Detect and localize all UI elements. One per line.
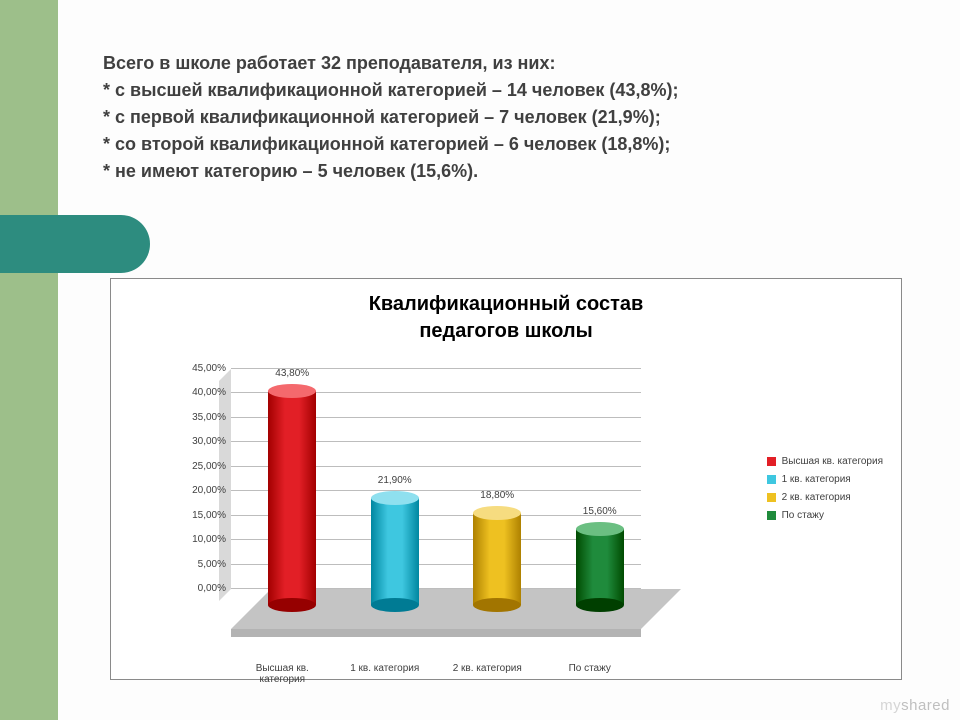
legend-item: Высшая кв. категория	[767, 456, 883, 467]
bar-top	[576, 522, 624, 536]
legend-item: 2 кв. категория	[767, 492, 883, 503]
y-tick-label: 10,00%	[171, 534, 226, 545]
chart-title-line1: Квалификационный состав	[369, 293, 644, 315]
chart-title: Квалификационный состав педагогов школы	[111, 291, 901, 345]
x-category-label: 2 кв. категория	[437, 663, 537, 674]
header-line-4: * со второй квалификационной категорией …	[103, 131, 863, 158]
bar-body	[268, 391, 316, 605]
y-tick-label: 30,00%	[171, 436, 226, 447]
bar-value-label: 15,60%	[560, 506, 640, 517]
legend-label: По стажу	[782, 510, 824, 521]
watermark: myshared	[880, 697, 950, 714]
legend-swatch	[767, 493, 776, 502]
y-tick-label: 35,00%	[171, 412, 226, 423]
y-tick-label: 25,00%	[171, 461, 226, 472]
y-tick-label: 45,00%	[171, 363, 226, 374]
header-line-1: Всего в школе работает 32 преподавателя,…	[103, 50, 863, 77]
bar-value-label: 21,90%	[355, 475, 435, 486]
header-text: Всего в школе работает 32 преподавателя,…	[103, 50, 863, 185]
bar-body	[371, 498, 419, 605]
bar-bottom	[576, 598, 624, 612]
y-tick-label: 5,00%	[171, 559, 226, 570]
bar-bottom	[268, 598, 316, 612]
legend-label: 1 кв. категория	[782, 474, 851, 485]
bar-value-label: 43,80%	[252, 368, 332, 379]
chart-title-line2: педагогов школы	[419, 320, 592, 342]
chart-legend: Высшая кв. категория 1 кв. категория 2 кв.…	[767, 449, 883, 528]
y-axis-labels: 0,00%5,00%10,00%15,00%20,00%25,00%30,00%…	[171, 369, 226, 589]
bar-body	[473, 513, 521, 605]
bar-top	[371, 491, 419, 505]
legend-label: Высшая кв. категория	[782, 456, 883, 467]
bar-value-label: 18,80%	[457, 490, 537, 501]
y-tick-label: 40,00%	[171, 387, 226, 398]
header-line-2: * с высшей квалификационной категорией –…	[103, 77, 863, 104]
header-line-3: * с первой квалификационной категорией –…	[103, 104, 863, 131]
legend-swatch	[767, 511, 776, 520]
legend-swatch	[767, 475, 776, 484]
x-category-label: По стажу	[540, 663, 640, 674]
left-decor-bar	[0, 0, 58, 720]
chart-plot: 0,00%5,00%10,00%15,00%20,00%25,00%30,00%…	[231, 369, 641, 629]
bar-top	[268, 384, 316, 398]
legend-swatch	[767, 457, 776, 466]
chart-floor-front	[231, 629, 641, 637]
y-tick-label: 20,00%	[171, 485, 226, 496]
legend-label: 2 кв. категория	[782, 492, 851, 503]
y-tick-label: 0,00%	[171, 583, 226, 594]
x-category-label: Высшая кв. категория	[232, 663, 332, 685]
bar-body	[576, 529, 624, 605]
legend-item: По стажу	[767, 510, 883, 521]
y-tick-label: 15,00%	[171, 510, 226, 521]
bar-bottom	[473, 598, 521, 612]
teal-pill-decor	[0, 215, 150, 273]
legend-item: 1 кв. категория	[767, 474, 883, 485]
bar-bottom	[371, 598, 419, 612]
slide: Всего в школе работает 32 преподавателя,…	[0, 0, 960, 720]
chart-panel: Квалификационный состав педагогов школы …	[110, 278, 902, 680]
header-line-5: * не имеют категорию – 5 человек (15,6%)…	[103, 158, 863, 185]
x-category-label: 1 кв. категория	[335, 663, 435, 674]
